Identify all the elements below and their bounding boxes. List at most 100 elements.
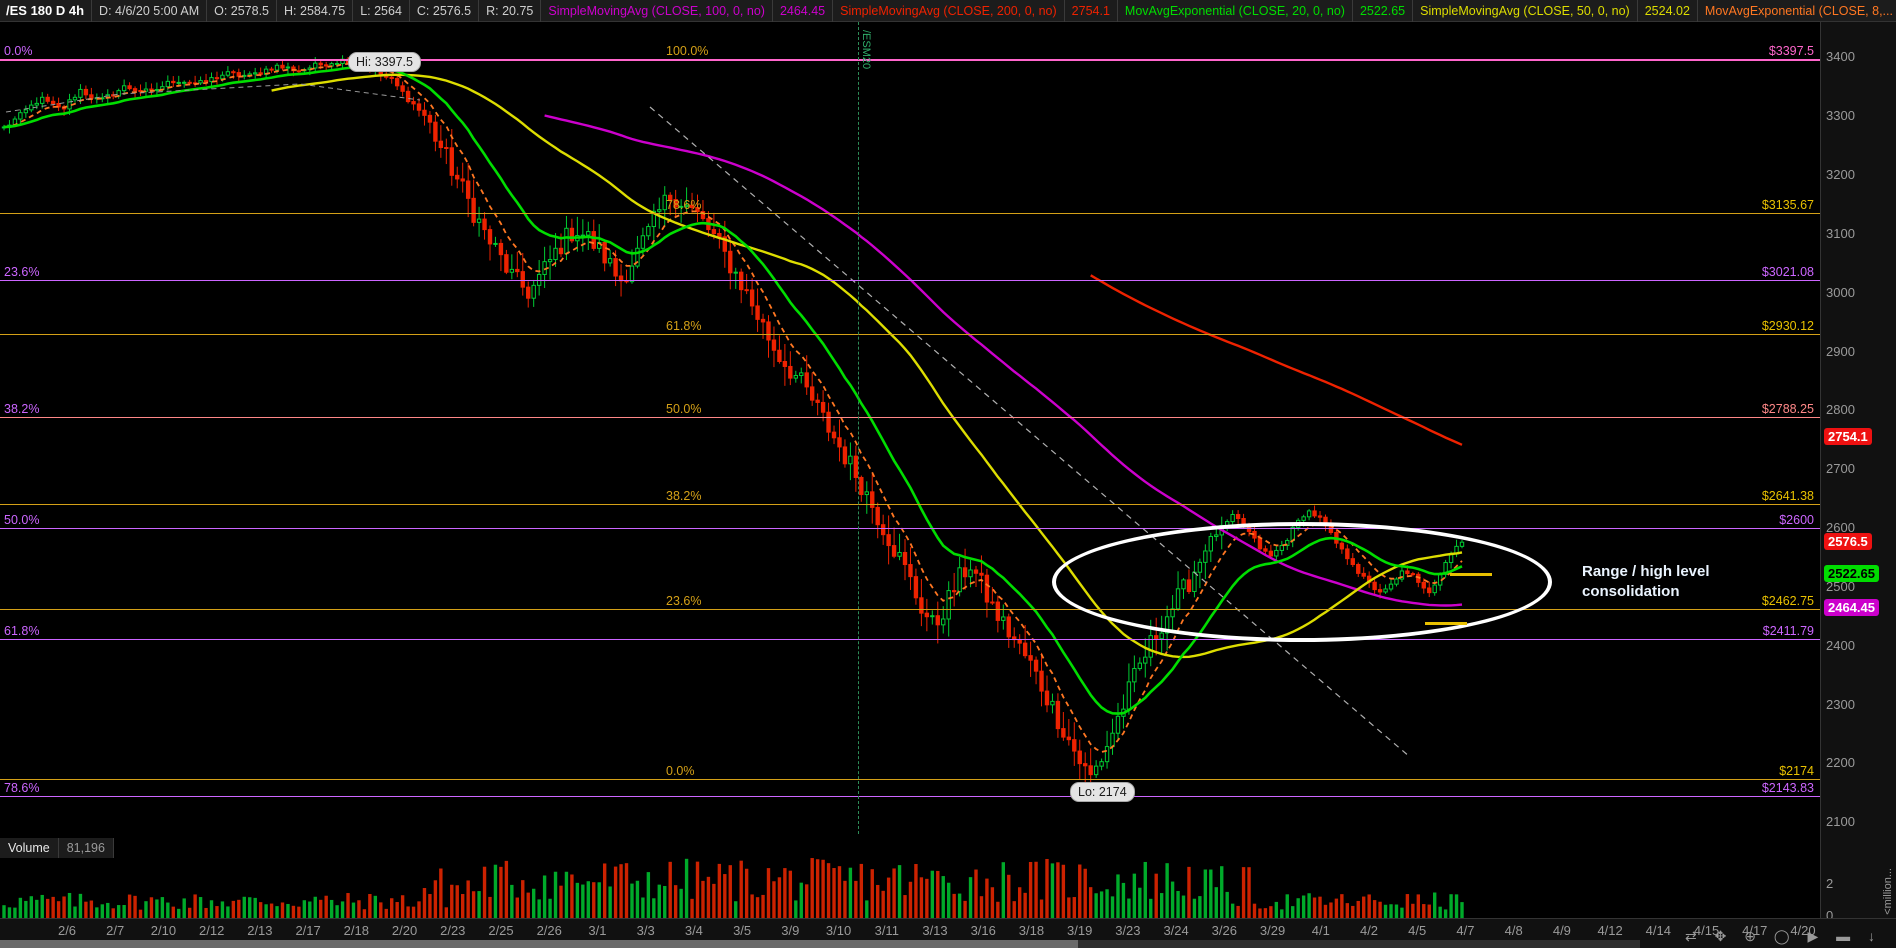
horizontal-scrollbar[interactable] — [0, 940, 1640, 948]
time-axis-tick: 3/18 — [1018, 923, 1045, 938]
time-axis-tick: 2/23 — [440, 923, 466, 938]
time-axis-tick: 2/6 — [57, 923, 77, 938]
time-axis-tick: 2/13 — [247, 923, 273, 938]
price-axis-tick: 3400 — [1826, 49, 1855, 65]
study-sma50-name[interactable]: SimpleMovingAvg (CLOSE, 50, 0, no) — [1413, 0, 1638, 22]
fib-level-line — [0, 333, 1820, 335]
price-axis-tick: 2100 — [1826, 814, 1855, 830]
candlestick-series — [1, 55, 1465, 785]
fib-level-label: 0.0% — [4, 43, 33, 58]
fib-level-line — [0, 212, 1820, 214]
swing-high-callout: Hi: 3397.5 — [348, 52, 421, 72]
time-axis-tick: 4/17 — [1742, 923, 1768, 938]
time-axis-tick: 2/20 — [391, 923, 418, 938]
fib-level-line — [0, 528, 1820, 530]
price-axis-badge: 2754.1 — [1824, 428, 1872, 446]
price-axis-tick: 2500 — [1826, 578, 1855, 594]
price-axis-tick: 3300 — [1826, 108, 1855, 124]
fib-level-label: 0.0% — [666, 763, 695, 778]
fib-level-label: 61.8% — [666, 318, 702, 333]
time-axis-tick: 4/1 — [1311, 923, 1330, 938]
chart-info-bar: /ES 180 D 4h D: 4/6/20 5:00 AM O: 2578.5… — [0, 0, 1896, 22]
swing-low-callout: Lo: 2174 — [1070, 782, 1135, 802]
price-axis-tick: 2600 — [1826, 520, 1855, 536]
fib-level-line — [0, 608, 1820, 610]
study-sma200-name[interactable]: SimpleMovingAvg (CLOSE, 200, 0, no) — [833, 0, 1065, 22]
fib-level-line — [0, 58, 1820, 61]
time-axis-tick: 3/3 — [636, 923, 655, 938]
fib-level-label: 100.0% — [666, 43, 709, 58]
price-axis[interactable]: 3400 3300 3200 3100 3000 2900 2800 2700 2600 2500… — [1820, 22, 1896, 923]
price-axis-tick: 2800 — [1826, 402, 1855, 418]
time-axis-tick: 3/23 — [1115, 923, 1141, 938]
chart-toolbar-icons[interactable]: ⇄ ✥ ⊕ ◯ ▶ ▬ ↓ — [1685, 928, 1882, 944]
level-price-label: $2411.79 — [1762, 623, 1814, 638]
volume-info-bar: Volume 81,196 — [0, 838, 114, 858]
study-ema20-value: 2522.65 — [1353, 0, 1414, 22]
time-axis-tick: 3/16 — [970, 923, 996, 938]
time-axis-tick: 3/24 — [1163, 923, 1189, 938]
level-price-label: $2930.12 — [1761, 318, 1814, 333]
high-label: H: 2584.75 — [277, 0, 354, 22]
price-chart-pane[interactable]: 0.0% 23.6% 38.2% 50.0% 61.8% 78.6% 100.0% 78.6%… — [0, 22, 1820, 834]
volume-label: Volume — [0, 838, 59, 858]
volume-chart-pane[interactable] — [0, 836, 1820, 918]
time-axis-tick: 2/25 — [488, 923, 514, 938]
vertical-date-marker — [858, 22, 859, 834]
fib-level-label: 50.0% — [4, 513, 40, 528]
open-label: O: 2578.5 — [207, 0, 278, 22]
volume-axis-unit: <million... — [1882, 868, 1894, 915]
time-axis-tick: 2/12 — [199, 923, 225, 938]
fib-level-line — [0, 280, 1820, 282]
level-price-label: $3397.5 — [1768, 43, 1814, 58]
study-sma100-value: 2464.45 — [773, 0, 834, 22]
price-axis-badge: 2576.5 — [1824, 532, 1872, 550]
volume-axis-tick: 2 — [1826, 876, 1834, 891]
vertical-marker-label: /ESM20 — [860, 30, 872, 70]
study-ema20-name[interactable]: MovAvgExponential (CLOSE, 20, 0, no) — [1118, 0, 1353, 22]
level-price-label: $2462.75 — [1761, 593, 1814, 608]
time-axis-tick: 3/9 — [781, 923, 800, 938]
level-mark-lower — [1425, 622, 1467, 625]
fib-level-label: 38.2% — [4, 402, 40, 417]
time-axis-tick: 4/8 — [1504, 923, 1523, 938]
volume-value: 81,196 — [59, 838, 114, 858]
level-price-label: $3021.08 — [1761, 265, 1814, 280]
time-axis-tick: 3/4 — [684, 923, 703, 938]
time-axis-tick: 4/2 — [1359, 923, 1379, 938]
low-label: L: 2564 — [353, 0, 410, 22]
time-axis-tick: 4/14 — [1645, 923, 1671, 938]
level-price-label: $2174 — [1779, 763, 1814, 778]
level-mark-upper — [1450, 573, 1492, 576]
fib-level-label: 38.2% — [666, 488, 702, 503]
range-label: R: 20.75 — [479, 0, 542, 22]
fib-level-label: 78.6% — [4, 781, 40, 796]
fib-level-line — [0, 503, 1820, 505]
price-axis-tick: 2200 — [1826, 755, 1855, 771]
close-label: C: 2576.5 — [410, 0, 480, 22]
price-axis-tick: 3000 — [1826, 284, 1855, 300]
fib-level-label: 23.6% — [4, 265, 40, 280]
symbol-label[interactable]: /ES 180 D 4h — [0, 0, 93, 22]
fib-level-line — [0, 417, 1820, 419]
study-ema8-name[interactable]: MovAvgExponential (CLOSE, 8,... — [1698, 0, 1896, 22]
fib-level-line — [0, 796, 1820, 798]
price-axis-tick: 2900 — [1826, 343, 1855, 359]
time-axis-tick: 4/5 — [1408, 923, 1427, 938]
time-axis-tick: 3/1 — [588, 923, 607, 938]
price-axis-badge: 2464.45 — [1824, 598, 1879, 616]
price-axis-tick: 2700 — [1826, 461, 1855, 477]
time-axis-tick: 2/26 — [536, 923, 562, 938]
time-axis-tick: 2/18 — [343, 923, 369, 938]
level-price-label: $2641.38 — [1761, 488, 1814, 503]
time-axis-tick: 2/10 — [150, 923, 177, 938]
price-axis-tick: 3100 — [1826, 225, 1855, 241]
level-price-label: $2788.25 — [1761, 402, 1814, 417]
time-axis-tick: 3/19 — [1067, 923, 1093, 938]
time-axis-tick: 2/7 — [106, 923, 125, 938]
fib-level-label: 50.0% — [666, 402, 702, 417]
scrollbar-thumb[interactable] — [0, 940, 1078, 948]
study-sma100-name[interactable]: SimpleMovingAvg (CLOSE, 100, 0, no) — [541, 0, 773, 22]
fib-level-label: 23.6% — [666, 593, 702, 608]
volume-axis-tick: 0 — [1826, 908, 1834, 923]
